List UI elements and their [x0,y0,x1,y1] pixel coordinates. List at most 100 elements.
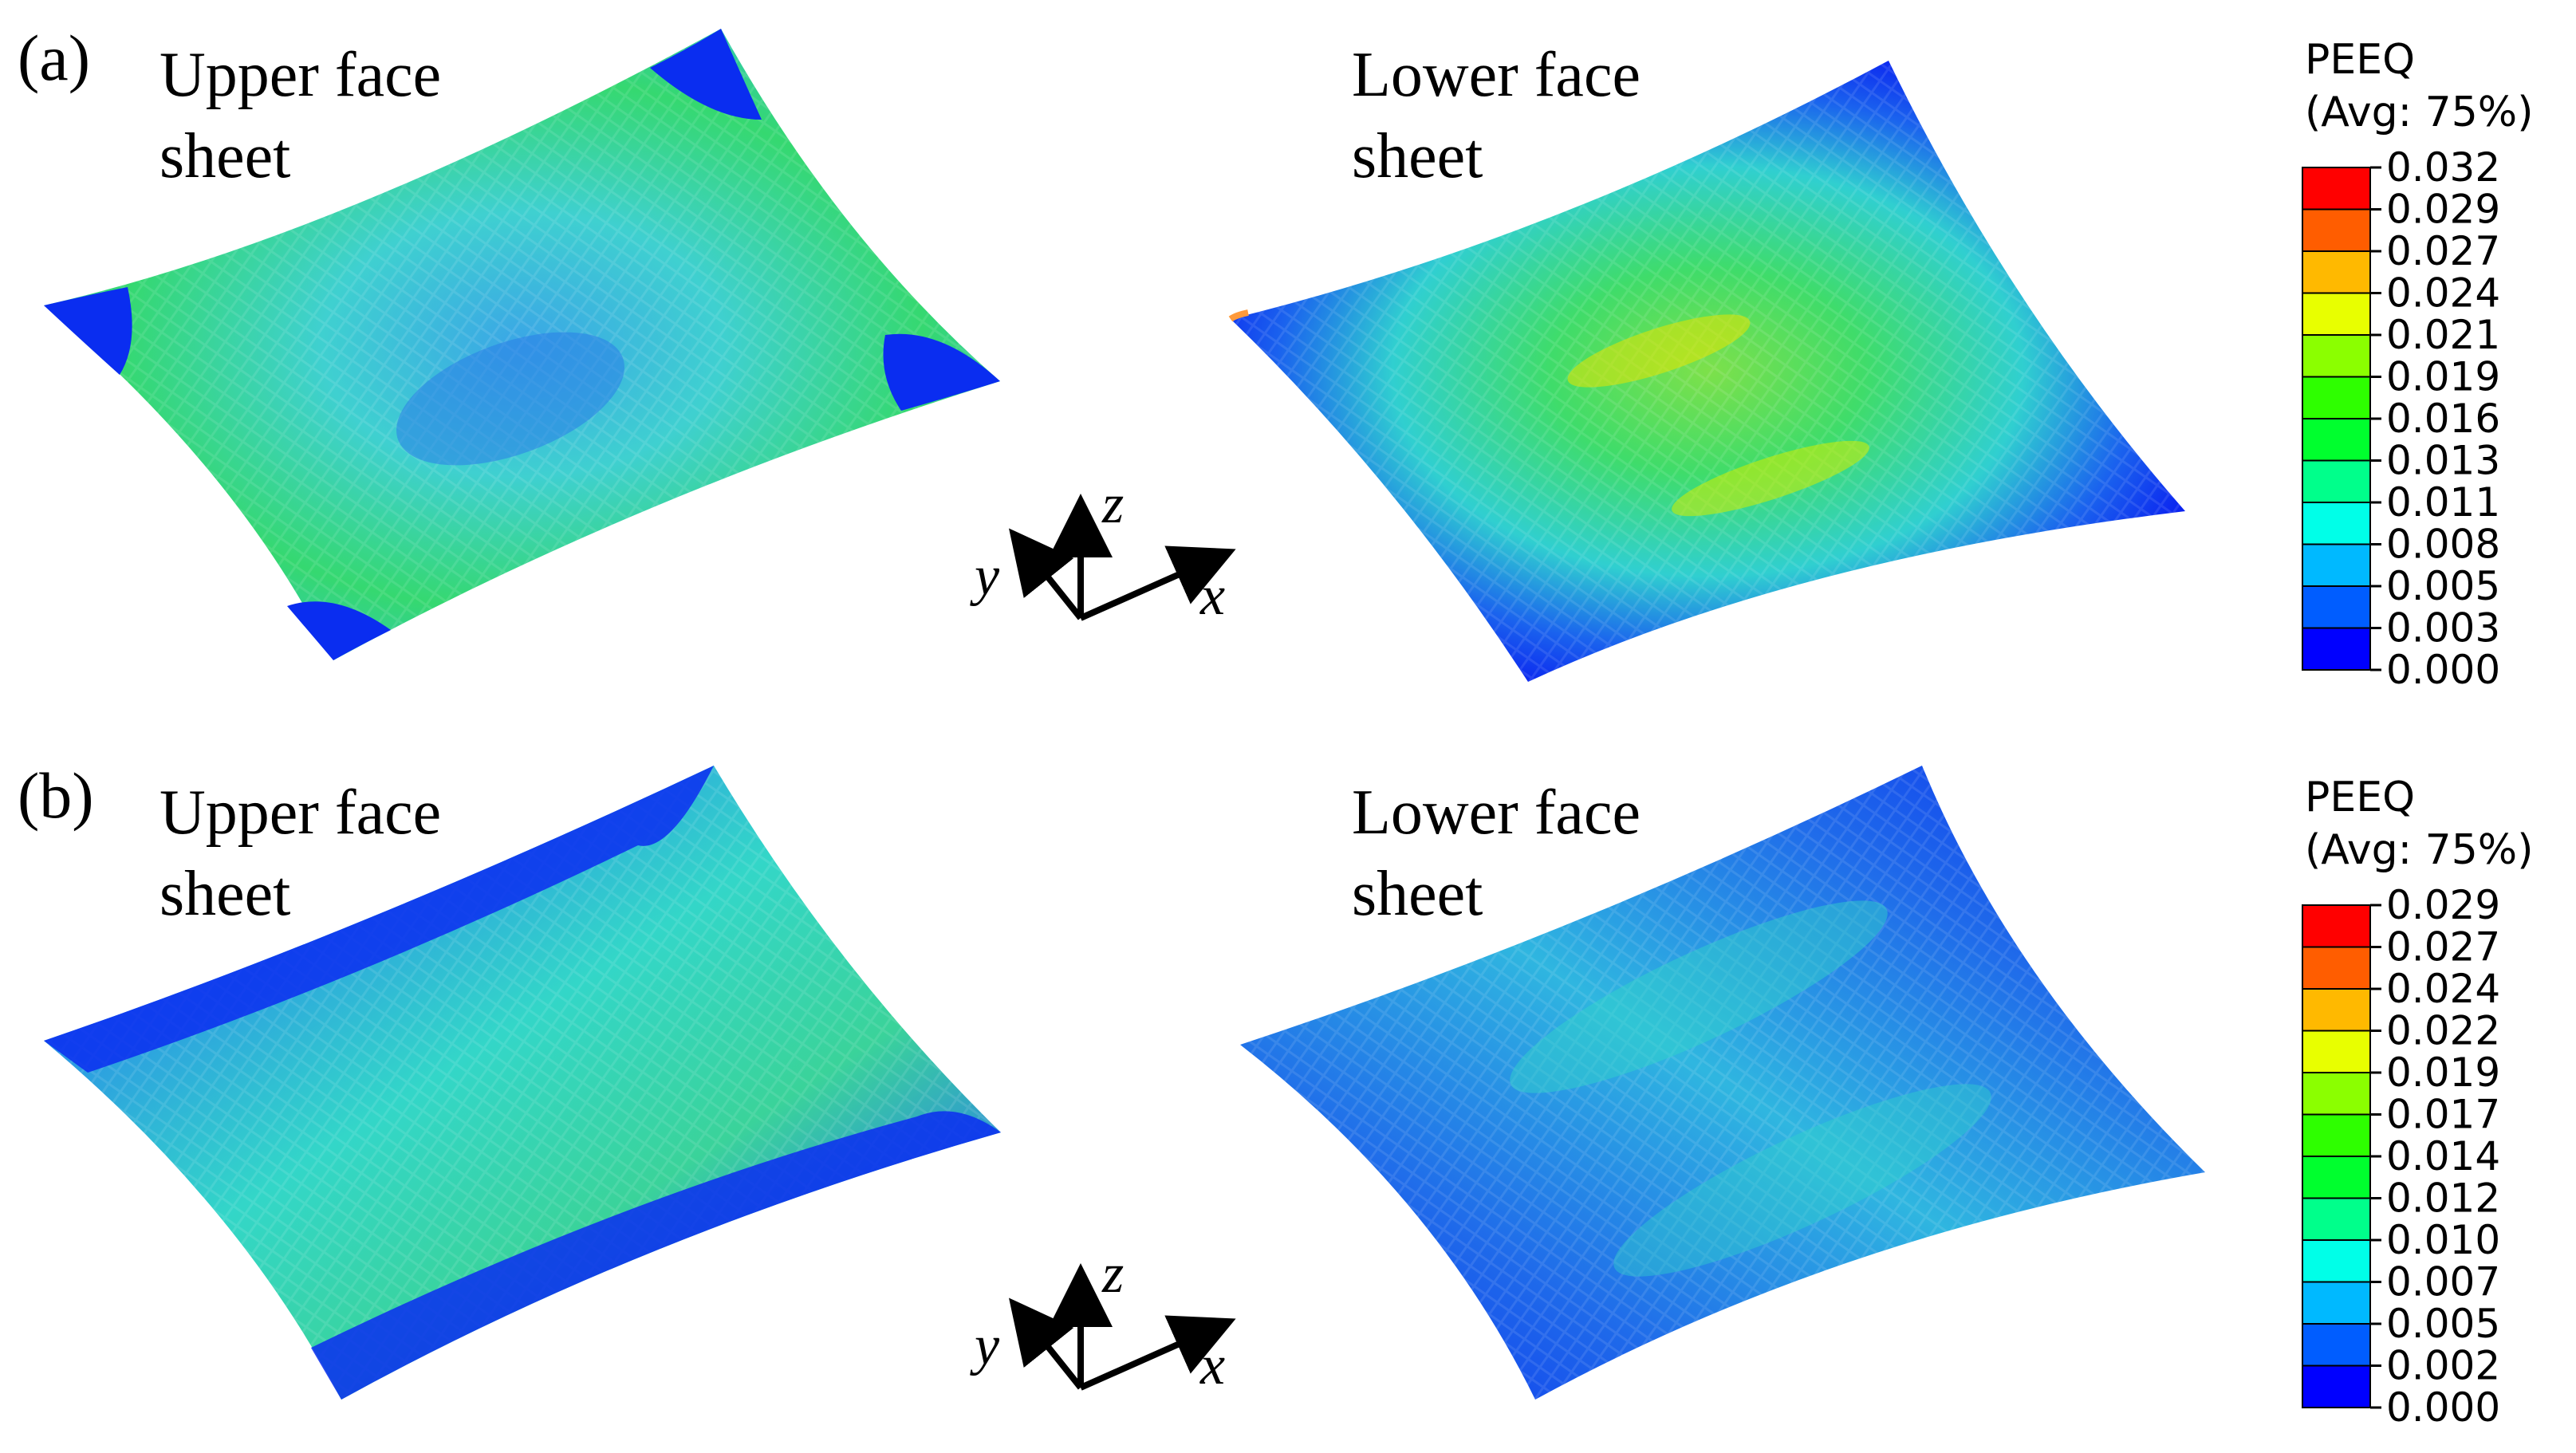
panel-b-coordinate-triad: z x y [970,1243,1236,1396]
panel-b-legend-swatch [2302,1156,2371,1199]
panel-a-legend-swatch [2302,208,2371,252]
panel-a-legend-tick-label: 0.024 [2386,270,2500,317]
panel-a-legend-title-line2: (Avg: 75%) [2305,89,2534,136]
panel-b-legend-ticks: 0.0290.0270.0240.0220.0190.0170.0140.012… [2370,882,2500,1431]
panel-b-legend-swatch [2302,1323,2371,1367]
panel-a-legend-swatch [2302,459,2371,503]
panel-b-upper-title-line1: Upper face [160,778,441,848]
panel-b-legend-tick-label: 0.010 [2386,1217,2500,1263]
panel-b-legend-colorbar [2302,904,2371,1408]
panel-a-legend-swatch [2302,627,2371,671]
panel-b-x-axis-arrow [1079,1315,1236,1391]
panel-a-tag: (a) [18,22,90,94]
panel-a-coordinate-triad: z x y [970,474,1236,627]
panel-a-upper-title-line2: sheet [160,121,290,191]
panel-b-y-axis-arrow [1009,1297,1084,1390]
panel-a-legend-title-line1: PEEQ [2305,36,2415,84]
panel-a-lower-peak-2 [1672,440,1869,517]
panel-b-y-label: y [970,1315,1000,1376]
panel-a-upper-corner-bl [287,601,391,660]
panel-b-lower-band-2 [1613,1084,1991,1277]
panel-b-legend-tick-label: 0.017 [2386,1092,2500,1138]
panel-a-legend-swatch [2302,585,2371,629]
panel-b-legend-tick-label: 0.012 [2386,1175,2500,1222]
panel-a-legend-swatch [2302,502,2371,545]
panel-a-upper-face-sheet-plot [44,29,1000,660]
panel-a-legend-swatch [2302,292,2371,336]
panel-a-lower-edge-accent [1228,309,1249,322]
panel-b-legend-tick-label: 0.000 [2386,1384,2500,1431]
panel-b-legend-swatch [2302,988,2371,1032]
panel-a-legend-tick-label: 0.027 [2386,228,2500,274]
panel-a-legend-tick-label: 0.011 [2386,479,2500,526]
panel-b-upper-title-line2: sheet [160,859,290,929]
panel-a-y-axis-arrow [1009,528,1084,620]
panel-b-legend-swatch [2302,1281,2371,1325]
panel-a-legend-tick-label: 0.021 [2386,312,2500,358]
panel-b-legend-tick-label: 0.022 [2386,1008,2500,1054]
panel-b-legend-swatch [2302,946,2371,990]
panel-b-legend-swatch [2302,1197,2371,1241]
panel-b-legend-swatch [2302,1072,2371,1116]
panel-a-upper-corner-tl [44,287,132,375]
panel-a-legend-tick-label: 0.019 [2386,354,2500,400]
panel-a-legend: PEEQ (Avg: 75%) 0.0320.0290.0270.0240.02… [2302,36,2534,693]
panel-b-legend-swatch [2302,1030,2371,1073]
panel-b-lower-title-line1: Lower face [1352,778,1641,848]
panel-a-z-label: z [1101,474,1124,535]
panel-a-x-label: x [1199,565,1225,627]
panel-b-x-label: x [1199,1335,1225,1396]
panel-a-lower-title-line2: sheet [1352,121,1483,191]
panel-a-legend-swatch [2302,167,2371,211]
panel-b-legend-tick-label: 0.005 [2386,1301,2500,1347]
panel-a-legend-swatch [2302,334,2371,378]
panel-a-legend-swatch [2302,376,2371,419]
panel-b-legend-swatch [2302,904,2371,948]
panel-a-legend-tick-label: 0.003 [2386,605,2500,652]
panel-b-legend-tick-label: 0.027 [2386,924,2500,971]
panel-a-upper-title-line1: Upper face [160,40,441,110]
panel-a-x-axis-arrow [1079,545,1236,621]
panel-a-lower-face-sheet-plot [1228,61,2185,682]
panel-b-legend-tick-label: 0.024 [2386,966,2500,1012]
panel-a-legend-tick-label: 0.005 [2386,563,2500,609]
panel-a-y-label: y [970,545,1000,607]
panel-b-tag: (b) [18,759,94,832]
panel-b-legend-tick-label: 0.019 [2386,1049,2500,1096]
panel-b: (b) Upper face sheet Lower face sheet z … [18,759,2534,1431]
panel-a-upper-corner-r [883,333,1000,411]
panel-b-legend-tick-label: 0.007 [2386,1259,2500,1305]
panel-a-legend-tick-label: 0.029 [2386,187,2500,233]
panel-b-legend-swatch [2302,1364,2371,1408]
panel-b-legend-tick-label: 0.014 [2386,1133,2500,1179]
panel-b-upper-top-band [44,766,714,1073]
panel-b-upper-bottom-band [311,1111,1001,1400]
panel-a-legend-tick-label: 0.016 [2386,396,2500,442]
panel-a-lower-peak-1 [1567,314,1751,388]
panel-a-legend-swatch [2302,543,2371,587]
panel-a-lower-title-line1: Lower face [1352,40,1641,110]
panel-a-legend-tick-label: 0.008 [2386,522,2500,568]
panel-a-legend-tick-label: 0.032 [2386,144,2500,191]
panel-b-legend-tick-label: 0.002 [2386,1343,2500,1389]
panel-a-upper-corner-tr [650,29,762,120]
panel-a-legend-colorbar [2302,167,2371,671]
panel-b-lower-title-line2: sheet [1352,859,1483,929]
panel-a: (a) Upper face sheet Lower face sheet [18,22,2534,693]
panel-b-legend: PEEQ (Avg: 75%) 0.0290.0270.0240.0220.01… [2302,774,2534,1431]
panel-b-lower-face-sheet-plot [1240,766,2205,1400]
panel-b-legend-tick-label: 0.029 [2386,882,2500,928]
panel-a-legend-tick-label: 0.000 [2386,647,2500,693]
panel-a-legend-ticks: 0.0320.0290.0270.0240.0210.0190.0160.013… [2370,144,2500,693]
panel-a-upper-center-low [396,332,624,466]
panel-b-z-label: z [1101,1243,1124,1305]
panel-b-legend-title-line1: PEEQ [2305,774,2415,821]
panel-b-legend-title-line2: (Avg: 75%) [2305,826,2534,874]
panel-b-lower-band-1 [1510,900,1888,1093]
panel-b-legend-swatch [2302,1113,2371,1157]
panel-a-legend-swatch [2302,418,2371,462]
panel-a-legend-tick-label: 0.013 [2386,438,2500,484]
panel-b-upper-face-sheet-plot [44,766,1001,1400]
panel-b-legend-swatch [2302,1239,2371,1283]
